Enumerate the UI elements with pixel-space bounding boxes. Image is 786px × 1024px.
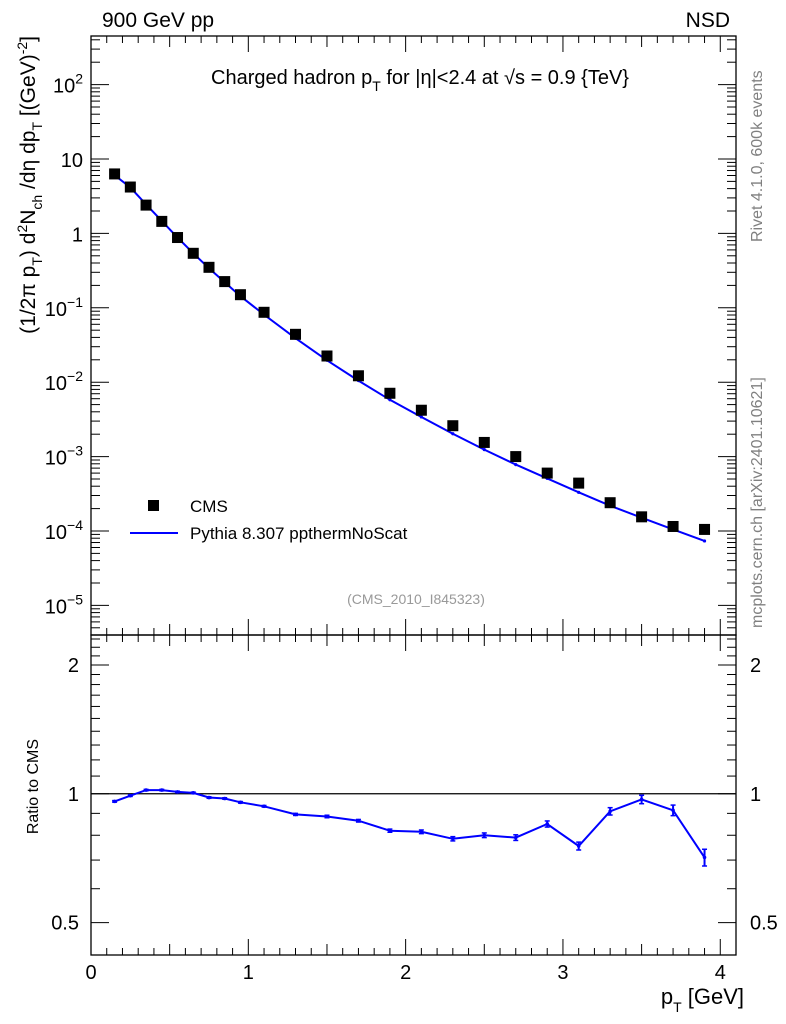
cms-data-point [172,232,184,244]
y-tick-label: 102 [53,71,83,98]
legend-label-cms: CMS [190,497,228,516]
cms-data-point [352,370,364,382]
ratio-point [356,818,361,823]
ratio-point [545,822,550,826]
cms-data-point [699,523,711,535]
ratio-point [191,791,196,795]
pythia-curve-group [112,173,707,543]
y-tick-label: 10−4 [45,517,83,544]
pythia-point [577,490,581,494]
ratio-point [388,828,392,833]
ratio-point [325,814,329,819]
ratio-series-group [112,788,708,867]
energy-label: 900 GeV pp [102,9,214,32]
ratio-point [576,844,581,848]
y-tick-label: 10 [61,150,83,172]
ratio-point [293,812,298,817]
ratio-point [482,833,487,838]
x-tick-label: 1 [243,962,254,984]
ratio-point [419,830,424,834]
ratio-line [114,789,706,858]
ratio-point [222,796,227,801]
ratio-point [262,804,266,809]
ratio-point [128,793,133,798]
cms-data-point [415,404,427,416]
cms-data-point [156,215,168,227]
cms-data-point [187,247,199,259]
y-tick-label: 10−1 [45,294,83,321]
ratio-y-tick-label-right: 0.5 [750,913,778,935]
x-tick-label: 4 [715,962,726,984]
ratio-point [671,808,675,813]
y-tick-label: 1 [72,224,83,246]
pythia-point [514,463,518,467]
ratio-panel-frame [90,634,737,956]
cms-data-point [219,276,231,288]
ratio-point [175,790,180,794]
y-tick-label: 10−5 [45,591,83,618]
ratio-point [608,809,612,814]
legend: CMS Pythia 8.307 ppthermNoScat [130,497,408,543]
cms-data-point [321,350,333,362]
cms-data-point [290,328,302,340]
ratio-y-tick-label-right: 2 [750,655,761,677]
main-panel-frame [90,35,737,636]
cms-data-point [234,289,246,301]
ratio-point [238,800,243,805]
ratio-point [702,855,707,860]
ratio-y-axis-title: Ratio to CMS [25,739,42,834]
ratio-point [513,835,518,840]
y-tick-label: 10−3 [45,443,83,470]
pythia-curve [113,174,705,542]
cms-data-point [667,520,679,532]
x-tick-label: 0 [85,962,96,984]
cms-data-point [447,420,459,432]
legend-label-pythia: Pythia 8.307 ppthermNoScat [190,524,408,543]
x-tick-label: 3 [557,962,568,984]
pythia-point [419,415,423,419]
x-tick-label: 2 [400,962,411,984]
cms-data-point [604,497,616,509]
ratio-axis-ticks: 2 2 1 1 0.5 0.5 [51,638,778,935]
cms-data-point [140,199,152,211]
mcplots-label: mcplots.cern.ch [arXiv:2401.10621] [749,377,766,628]
pythia-point [482,448,486,452]
main-y-axis-title: (1/2π pT) d2Nch /dη dpT [(GeV)-2] [14,36,45,334]
cms-data-point [124,181,136,193]
ratio-y-tick-label: 1 [68,784,79,806]
ratio-point [207,795,211,800]
plot-title: Charged hadron pT for |η|<2.4 at √s = 0.… [211,67,629,94]
ratio-y-tick-label: 2 [68,655,79,677]
analysis-watermark: (CMS_2010_I845323) [347,591,485,607]
ratio-point [159,788,164,792]
y-tick-label: 10−2 [45,368,83,395]
cms-data-point [573,477,585,489]
legend-marker-cms [148,500,159,511]
process-label: NSD [686,9,730,32]
rivet-version-label: Rivet 4.1.0, 600k events [749,70,766,242]
cms-data-point [478,436,490,448]
cms-data-point [109,168,121,180]
cms-data-points [109,168,711,535]
cms-data-point [203,261,215,273]
cms-data-point [636,511,648,523]
cms-data-point [258,306,270,318]
main-axis-ticks: 102 10 1 10−1 10−2 10−3 10−4 10−5 [45,39,736,636]
ratio-y-tick-label: 0.5 [51,913,79,935]
cms-data-point [541,467,553,479]
ratio-point [639,797,644,802]
ratio-point [451,836,455,841]
x-axis-ticks: 0 1 2 3 4 [85,36,737,984]
x-axis-title: pT [GeV] [661,984,744,1015]
ratio-y-tick-label-right: 1 [750,784,761,806]
ratio-point [144,788,148,792]
ratio-point [112,799,117,804]
pythia-point [451,432,455,436]
cms-data-point [384,387,396,399]
pythia-point [388,398,392,402]
pythia-point [702,539,707,543]
cms-data-point [510,451,522,463]
